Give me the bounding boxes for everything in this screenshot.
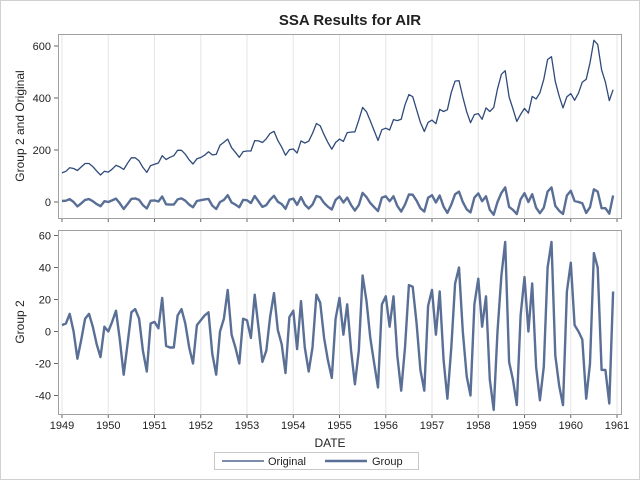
y-tick-label: 200 (33, 145, 51, 157)
x-tick-label: 1954 (281, 420, 305, 432)
bottom-panel: 1949 1950 1951 1952 1953 1954 1955 1956 1957 1958… (35, 230, 629, 432)
y-tick-label: -40 (35, 391, 51, 403)
legend-box (214, 452, 419, 470)
legend: Original Group (214, 452, 419, 470)
series-line-group (61, 186, 615, 216)
plot-frame (58, 230, 622, 415)
series-line-group (61, 240, 615, 412)
chart-title: SSA Results for AIR (279, 12, 421, 29)
x-tick-label: 1958 (466, 420, 490, 432)
x-tick-label: 1956 (374, 420, 398, 432)
x-tick-label: 1953 (235, 420, 259, 432)
y-tick-label: 400 (33, 93, 51, 105)
x-tick-label: 1951 (142, 420, 166, 432)
x-tick-label: 1949 (50, 420, 74, 432)
x-axis-label: DATE (314, 436, 345, 450)
x-tick-label: 1955 (327, 420, 351, 432)
y-tick-label: 0 (45, 327, 51, 339)
top-panel: 0 200 400 600 (33, 34, 622, 222)
plot-frame (58, 34, 622, 219)
legend-label-original: Original (268, 456, 306, 468)
y-tick-label: 40 (39, 263, 51, 275)
y-tick-label: -20 (35, 359, 51, 371)
x-tick-label: 1960 (559, 420, 583, 432)
x-tick-label: 1952 (189, 420, 213, 432)
x-tick-label: 1957 (420, 420, 444, 432)
x-tick-label: 1959 (512, 420, 536, 432)
top-y-axis-label: Group 2 and Original (13, 70, 27, 181)
legend-label-group: Group (372, 456, 403, 468)
y-tick-label: 20 (39, 295, 51, 307)
bottom-y-axis-label: Group 2 (13, 300, 27, 344)
y-tick-label: 60 (39, 231, 51, 243)
x-tick-label: 1961 (605, 420, 629, 432)
y-tick-label: 600 (33, 41, 51, 53)
y-tick-label: 0 (45, 197, 51, 209)
x-tick-label: 1950 (96, 420, 120, 432)
series-line-original (61, 39, 614, 176)
